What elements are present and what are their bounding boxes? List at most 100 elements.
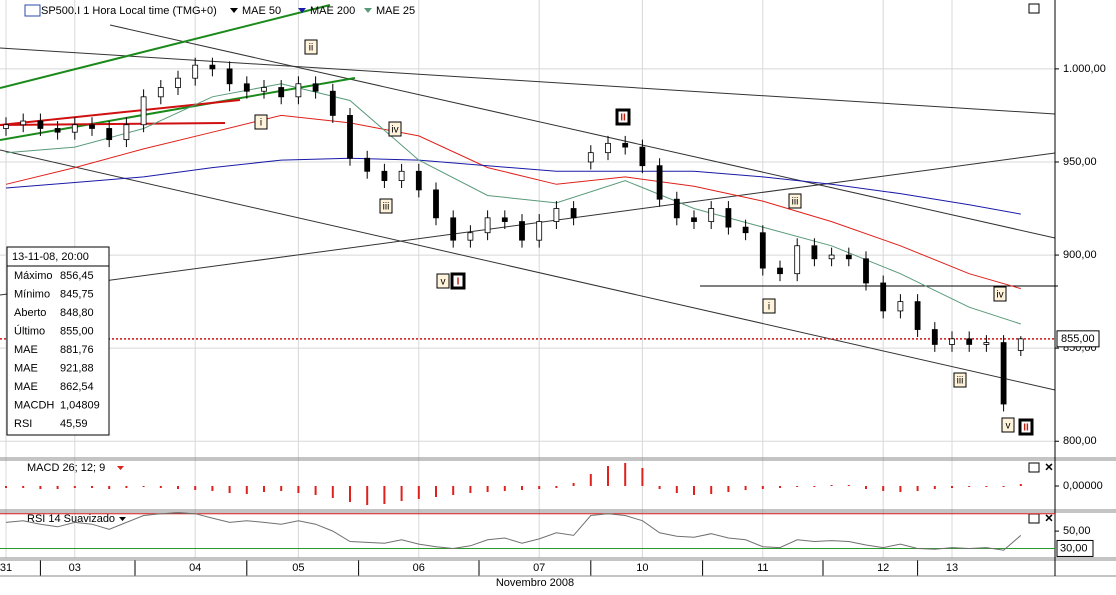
candle-body — [467, 232, 474, 241]
info-value: 856,45 — [60, 270, 94, 282]
maximize-button[interactable] — [1028, 3, 1040, 14]
x-tick-label: 31 — [0, 562, 12, 574]
candle-body — [742, 226, 749, 234]
candle-body — [863, 258, 869, 284]
wave-label-box — [615, 108, 631, 126]
rsi-lower-box — [1056, 539, 1094, 557]
candle-body — [931, 329, 938, 345]
candle-body — [794, 245, 801, 275]
wave-label: II — [1023, 423, 1029, 434]
candle-body — [897, 301, 904, 312]
candle-body — [140, 96, 147, 126]
trend-line — [0, 152, 1056, 296]
candle-body — [226, 68, 233, 85]
cfd-icon — [24, 4, 41, 17]
wave-label-box — [254, 114, 268, 130]
candle-body — [347, 115, 353, 159]
legend-arrow — [298, 8, 306, 13]
rsi-lower-label: 30,00 — [1060, 542, 1088, 554]
y-tick-label: 50,00 — [1063, 525, 1091, 537]
candle-body — [914, 301, 921, 330]
legend-entry[interactable]: MAE 25 — [376, 5, 415, 17]
maximize-button[interactable] — [1028, 513, 1040, 524]
close-button[interactable]: × — [1045, 459, 1053, 475]
moving-average-line — [5, 157, 1021, 215]
y-tick-label: 950,00 — [1063, 156, 1097, 168]
candle-body — [949, 338, 955, 345]
candle-body — [587, 152, 594, 163]
candle-body — [536, 221, 543, 241]
candle-body — [312, 83, 319, 92]
candle-body — [656, 165, 663, 200]
candle-body — [691, 217, 697, 222]
candle-body — [3, 124, 9, 129]
candle-body — [71, 124, 78, 133]
trend-line — [0, 47, 1056, 115]
candle-body — [983, 342, 990, 345]
info-value: 848,80 — [60, 307, 94, 319]
info-value: 881,76 — [60, 344, 94, 356]
y-tick-label: 0,00000 — [1063, 480, 1103, 492]
wave-label: II — [620, 113, 626, 124]
candle-body — [639, 146, 646, 167]
last-price-label: 855,00 — [1061, 333, 1095, 345]
x-tick-label: 13 — [946, 562, 958, 574]
wave-label-box — [953, 372, 967, 388]
macd-title: MACD 26; 12; 9 — [27, 462, 105, 474]
wave-label: iv — [996, 290, 1003, 301]
y-tick-label: 1.000,00 — [1063, 63, 1106, 75]
trend-line — [0, 149, 1056, 391]
candle-body — [175, 77, 181, 88]
info-value: 45,59 — [60, 418, 88, 430]
x-tick-label: 05 — [292, 562, 304, 574]
candle-body — [415, 170, 422, 191]
candle-body — [329, 90, 336, 116]
candle-body — [278, 87, 285, 98]
candle-body — [725, 208, 732, 228]
candle-body — [708, 208, 715, 222]
candle-body — [261, 87, 267, 92]
legend-arrow — [117, 466, 124, 470]
candle-body — [364, 157, 371, 172]
info-value: 862,54 — [60, 381, 94, 393]
legend-arrow — [119, 517, 126, 521]
candle-body — [605, 142, 611, 154]
info-label: Aberto — [14, 307, 46, 319]
candle-body — [381, 170, 388, 181]
y-tick-label: 900,00 — [1063, 249, 1097, 261]
close-button[interactable]: × — [1045, 510, 1053, 526]
legend-entry[interactable]: MAE 50 — [242, 5, 281, 17]
info-label: Último — [14, 324, 45, 337]
info-label: Mínimo — [14, 288, 50, 300]
wave-label: i — [768, 302, 770, 313]
wave-label-box — [436, 273, 450, 289]
candle-body — [37, 120, 44, 129]
legend-arrow — [230, 8, 238, 13]
candle-body — [433, 189, 439, 219]
x-tick-label: 11 — [757, 562, 768, 574]
wave-label-box — [762, 298, 776, 314]
candle-body — [519, 221, 525, 241]
info-box: 13-11-08, 20:00 Máximo 856,45 Mínimo 845,75 A… — [6, 246, 110, 436]
wave-label: iii — [383, 202, 390, 213]
wave-label-box — [388, 121, 402, 137]
wave-label: ii — [309, 43, 313, 54]
wave-label: v — [1006, 421, 1011, 432]
legend-arrow — [364, 8, 372, 13]
candle-body — [880, 282, 887, 312]
candle-body — [243, 83, 250, 92]
candle-body — [106, 128, 113, 141]
candle-body — [811, 245, 818, 260]
maximize-button[interactable] — [1028, 462, 1040, 473]
candle-body — [1000, 342, 1007, 405]
wave-label-box — [993, 286, 1007, 302]
wave-label-box — [788, 193, 802, 209]
legend-entry[interactable]: MAE 200 — [310, 5, 355, 17]
wave-label: iv — [391, 125, 398, 136]
info-value: 855,00 — [60, 325, 94, 337]
channel-line — [0, 4, 331, 89]
info-date: 13-11-08, 20:00 — [12, 251, 89, 263]
candle-body — [295, 83, 302, 98]
rsi-title: RSI 14 Suavizado — [27, 513, 115, 525]
